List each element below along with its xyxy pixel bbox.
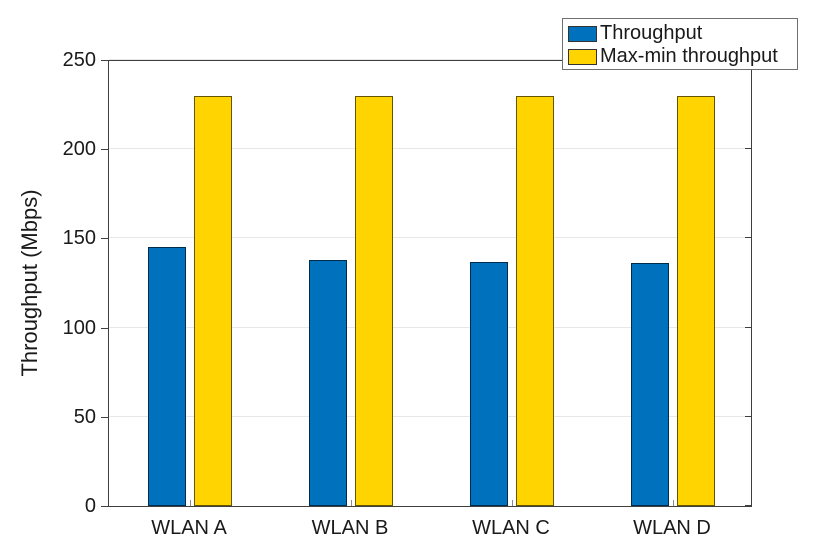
bar-max-min-throughput-wlan-d <box>677 96 715 506</box>
y-tick-right-150 <box>745 237 751 238</box>
legend-item-throughput: Throughput <box>568 22 797 45</box>
gridline-150 <box>109 237 751 238</box>
y-tick-150 <box>101 238 108 239</box>
x-tick-label-wlan-a: WLAN A <box>151 517 227 539</box>
bar-max-min-throughput-wlan-b <box>355 96 393 506</box>
bar-max-min-throughput-wlan-a <box>194 96 232 506</box>
plot-area <box>108 59 752 507</box>
y-tick-right-0 <box>745 505 751 506</box>
bar-throughput-wlan-a <box>148 247 186 506</box>
x-tick-label-wlan-d: WLAN D <box>633 517 711 539</box>
bar-throughput-wlan-c <box>470 262 508 506</box>
x-tick-wlan-b <box>351 500 352 506</box>
y-tick-right-50 <box>745 416 751 417</box>
x-tick-label-wlan-c: WLAN C <box>472 517 550 539</box>
y-tick-50 <box>101 417 108 418</box>
y-tick-label-200: 200 <box>62 138 96 160</box>
gridline-200 <box>109 148 751 149</box>
y-tick-right-200 <box>745 148 751 149</box>
y-tick-label-100: 100 <box>62 317 96 339</box>
legend-label-maxmin-throughput: Max-min throughput <box>600 45 778 67</box>
y-tick-label-0: 0 <box>84 495 96 517</box>
legend: Throughput Max-min throughput <box>562 18 798 70</box>
x-tick-label-wlan-b: WLAN B <box>311 517 389 539</box>
bar-throughput-wlan-d <box>631 263 669 506</box>
y-tick-200 <box>101 149 108 150</box>
x-tick-wlan-c <box>512 500 513 506</box>
x-tick-wlan-a <box>190 500 191 506</box>
legend-swatch-throughput <box>568 25 597 42</box>
legend-swatch-maxmin-throughput <box>568 48 597 65</box>
gridline-100 <box>109 327 751 328</box>
y-tick-100 <box>101 328 108 329</box>
y-tick-250 <box>101 60 108 61</box>
bar-throughput-wlan-b <box>309 260 347 506</box>
y-tick-label-150: 150 <box>62 227 96 249</box>
y-tick-right-100 <box>745 327 751 328</box>
legend-label-throughput: Throughput <box>600 22 703 44</box>
gridline-250 <box>109 59 751 60</box>
y-tick-label-250: 250 <box>62 49 96 71</box>
bar-max-min-throughput-wlan-c <box>516 96 554 506</box>
gridline-50 <box>109 416 751 417</box>
y-axis-title: Throughput (Mbps) <box>17 189 42 377</box>
legend-item-maxmin-throughput: Max-min throughput <box>568 45 797 68</box>
y-tick-label-50: 50 <box>73 406 96 428</box>
x-tick-wlan-d <box>673 500 674 506</box>
y-tick-0 <box>101 506 108 507</box>
